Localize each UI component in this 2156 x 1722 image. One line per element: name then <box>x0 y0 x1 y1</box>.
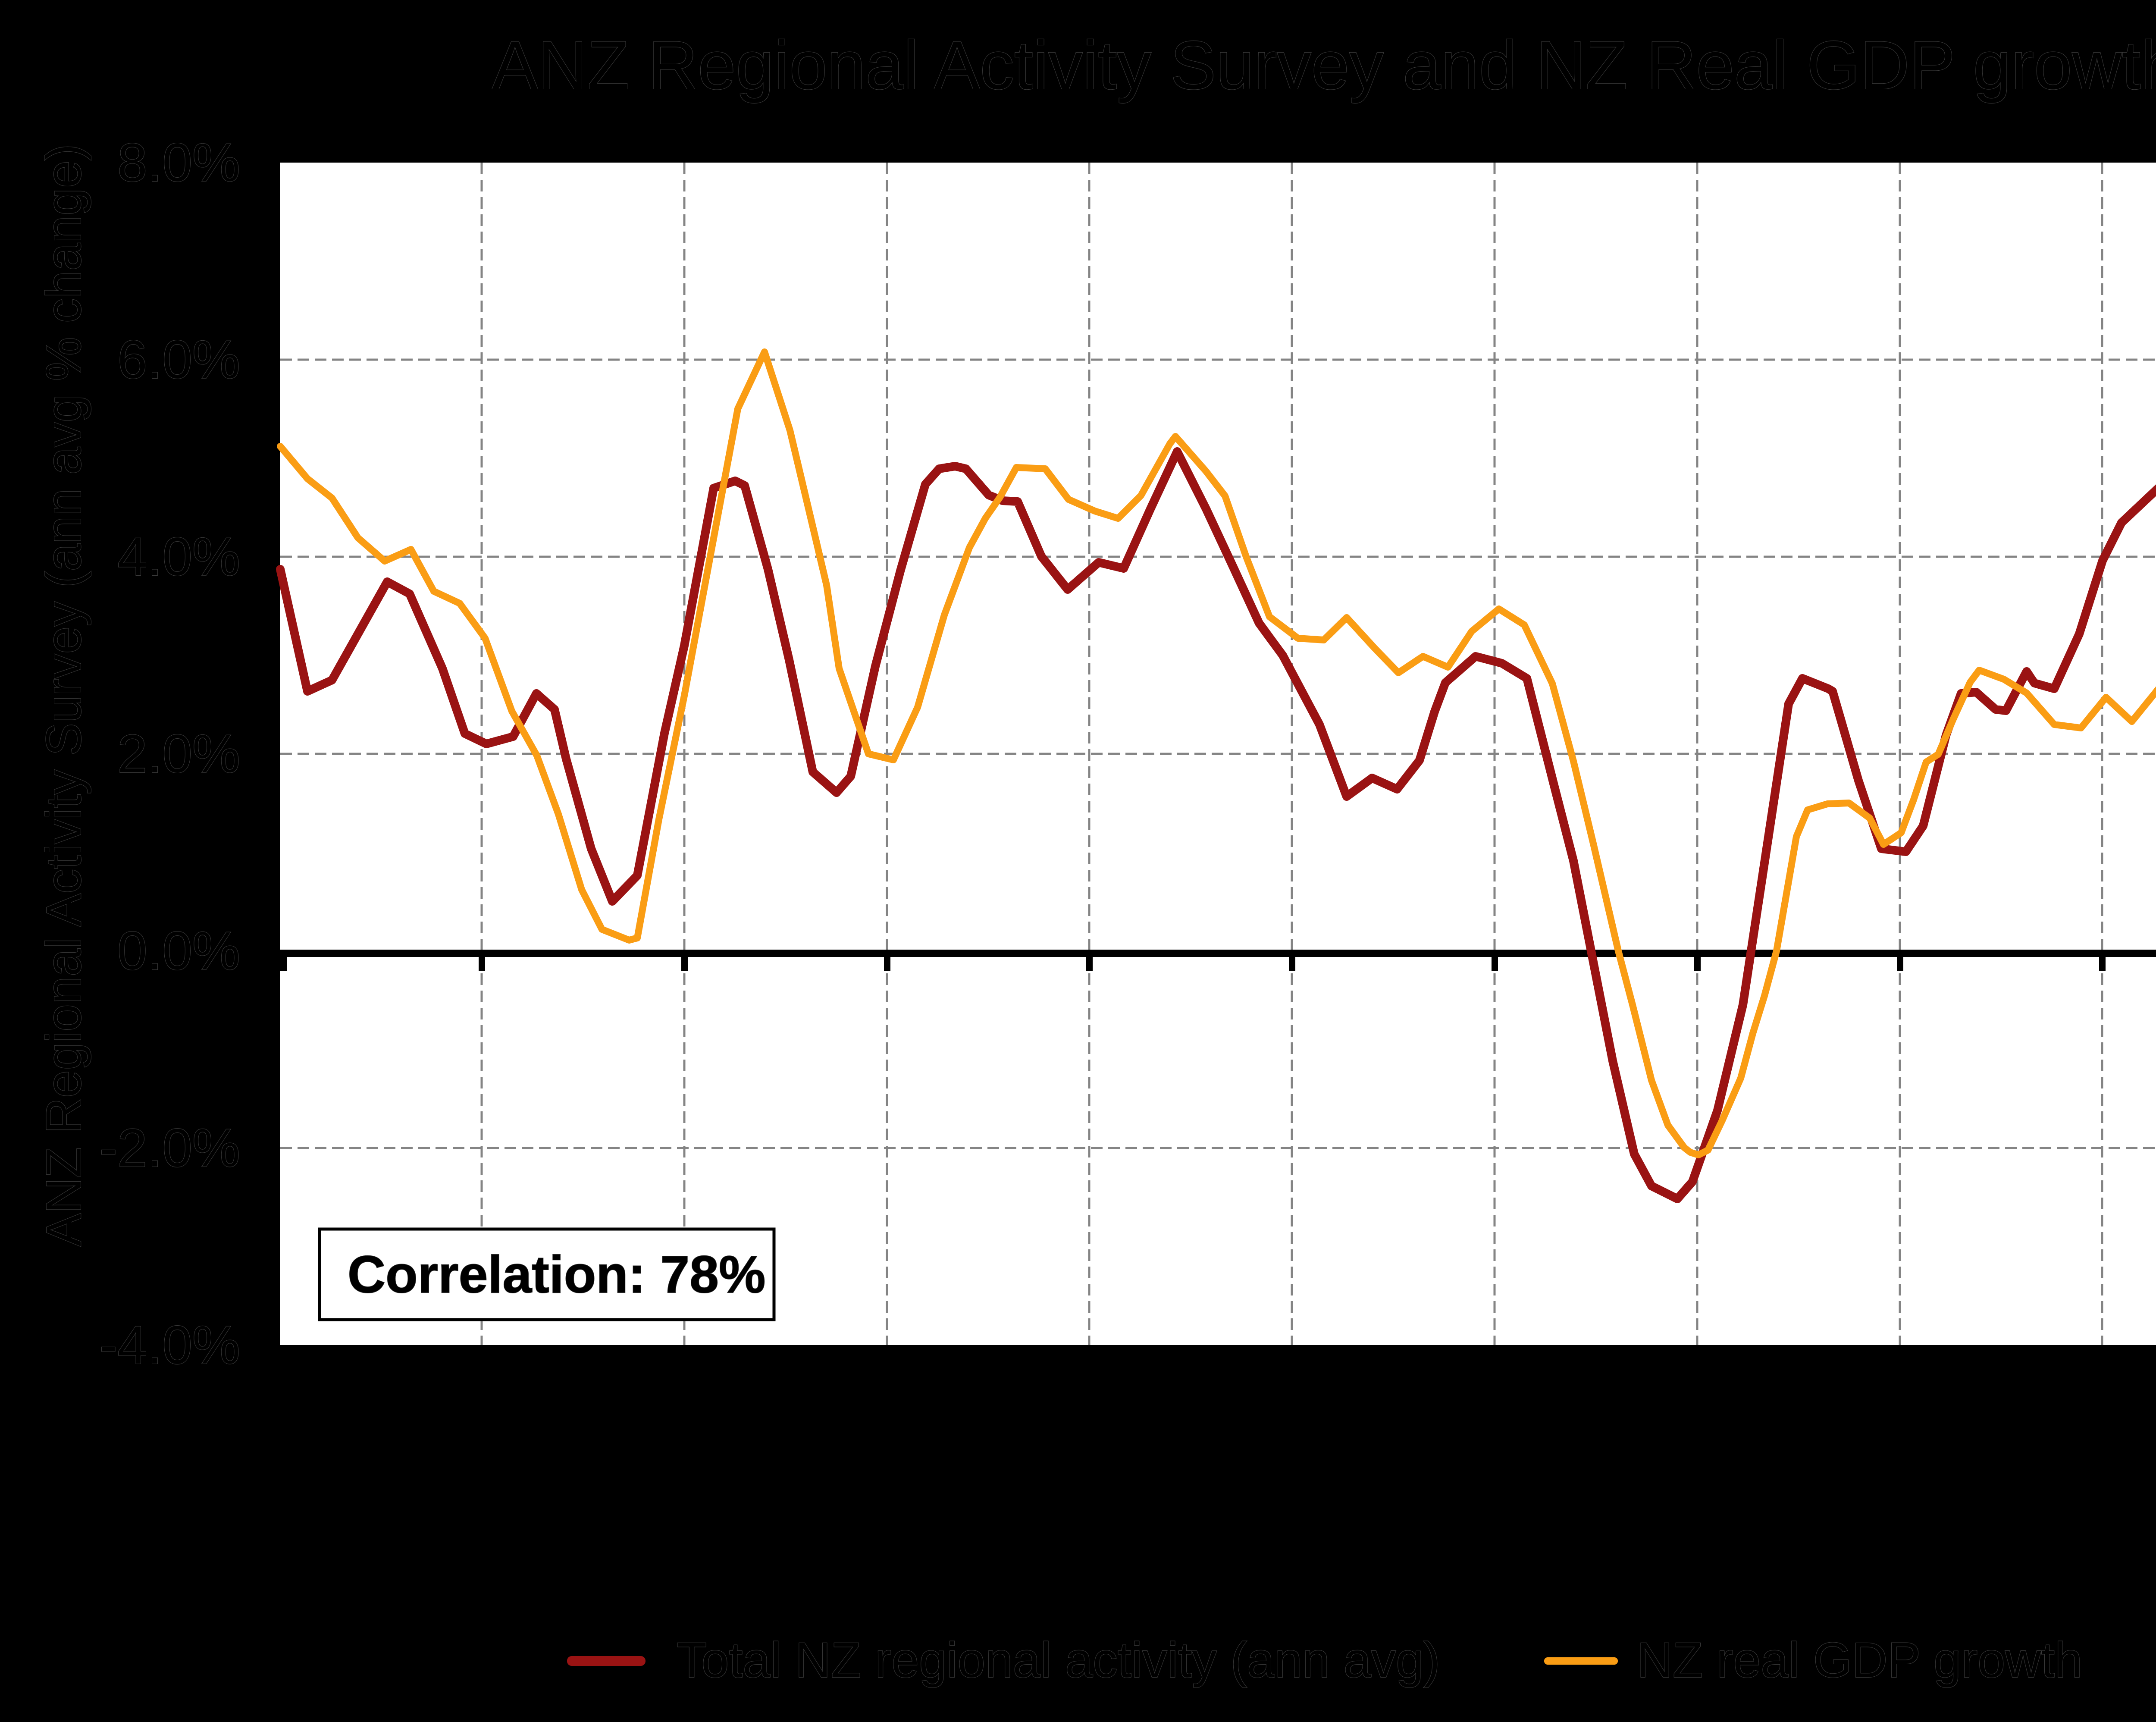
svg-text:ANZ Regional Activity Survey (: ANZ Regional Activity Survey (ann avg % … <box>36 144 91 1247</box>
svg-text:Correlation: 78%: Correlation: 78% <box>348 1245 765 1304</box>
svg-text:-4.0%: -4.0% <box>99 1315 240 1375</box>
svg-text:0.0%: 0.0% <box>117 921 240 981</box>
svg-text:4.0%: 4.0% <box>117 527 240 587</box>
svg-text:6.0%: 6.0% <box>117 330 240 390</box>
svg-text:-2.0%: -2.0% <box>99 1118 240 1178</box>
svg-text:NZ real GDP growth: NZ real GDP growth <box>1637 1633 2082 1688</box>
svg-text:2.0%: 2.0% <box>117 724 240 784</box>
svg-text:8.0%: 8.0% <box>117 133 240 193</box>
svg-text:Total NZ regional activity (an: Total NZ regional activity (ann avg) <box>677 1633 1440 1688</box>
svg-text:ANZ Regional Activity Survey a: ANZ Regional Activity Survey and NZ Real… <box>492 27 2156 104</box>
